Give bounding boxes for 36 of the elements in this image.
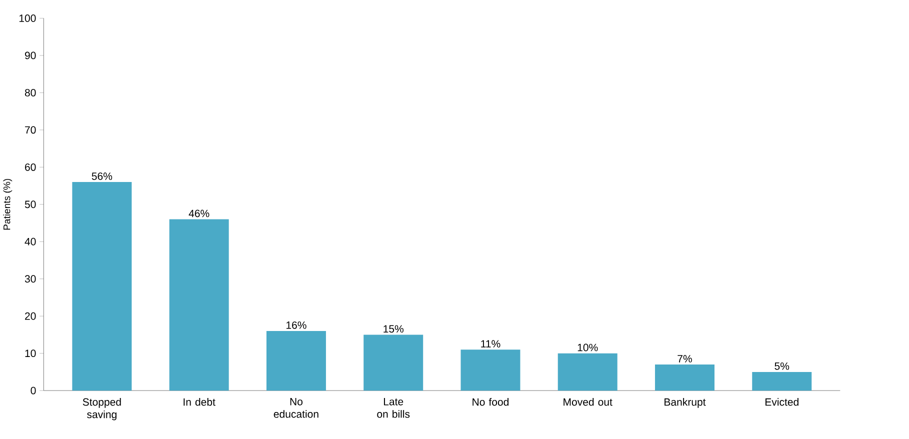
y-tick-label: 30 — [24, 275, 36, 283]
data-label: 16% — [286, 322, 306, 330]
y-axis-title: Patients (%) — [3, 179, 12, 230]
y-tick-label: 70 — [25, 126, 36, 134]
x-tick-label: Late on bills — [377, 398, 410, 418]
y-tick-label: 0 — [30, 387, 36, 395]
x-tick-label: No education — [274, 398, 318, 418]
bar — [752, 372, 812, 391]
data-label: 11% — [481, 340, 500, 348]
data-label: 7% — [678, 355, 692, 363]
y-tick-label: 90 — [25, 52, 36, 60]
bar — [558, 354, 618, 391]
data-label: 10% — [578, 344, 598, 352]
y-tick-label: 40 — [24, 238, 36, 246]
y-tick-label: 50 — [24, 200, 36, 208]
x-tick-label: Evicted — [766, 398, 798, 406]
bar — [169, 220, 229, 391]
y-tick-label: 60 — [25, 164, 36, 172]
bar — [266, 331, 326, 391]
x-tick-label: In debt — [184, 398, 216, 406]
y-tick-label: 100 — [19, 14, 36, 22]
x-tick-label: No food — [472, 398, 508, 406]
data-label: 46% — [188, 210, 210, 218]
y-tick-label: 10 — [25, 350, 36, 358]
x-tick-label: Moved out — [564, 398, 612, 406]
data-label: 15% — [384, 325, 404, 333]
y-tick-label: 20 — [25, 312, 36, 320]
data-label: 5% — [774, 362, 790, 370]
y-tick-label: 80 — [24, 89, 36, 97]
bar — [364, 334, 424, 391]
bar — [72, 182, 132, 391]
bar — [460, 350, 520, 391]
x-tick-label: Stopped saving — [82, 398, 121, 420]
data-label: 56% — [92, 172, 112, 180]
x-tick-label: Bankrupt — [664, 398, 706, 408]
bar — [654, 364, 714, 391]
